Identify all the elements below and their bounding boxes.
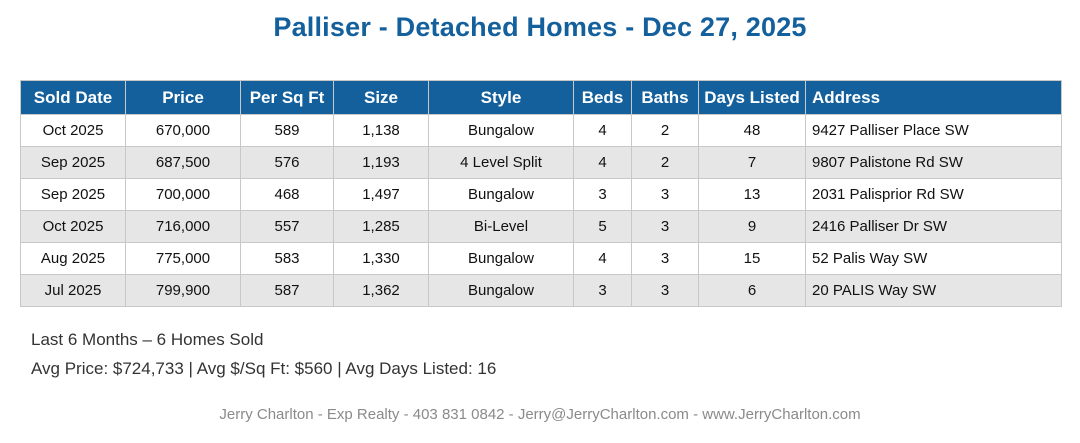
cell-address: 52 Palis Way SW — [805, 242, 1062, 275]
cell-days-listed: 48 — [698, 114, 806, 147]
col-header-style: Style — [428, 80, 574, 115]
table-row: Sep 2025 700,000 468 1,497 Bungalow 3 3 … — [20, 178, 1062, 211]
cell-baths: 3 — [631, 178, 699, 211]
col-header-address: Address — [805, 80, 1062, 115]
cell-days-listed: 15 — [698, 242, 806, 275]
cell-price: 799,900 — [125, 274, 241, 307]
table-row: Oct 2025 670,000 589 1,138 Bungalow 4 2 … — [20, 114, 1062, 147]
cell-per-sq-ft: 589 — [240, 114, 334, 147]
cell-beds: 5 — [573, 210, 632, 243]
cell-beds: 4 — [573, 114, 632, 147]
cell-baths: 3 — [631, 274, 699, 307]
summary-averages: Avg Price: $724,733 | Avg $/Sq Ft: $560 … — [31, 359, 497, 378]
cell-sold-date: Sep 2025 — [20, 146, 126, 179]
table-row: Aug 2025 775,000 583 1,330 Bungalow 4 3 … — [20, 242, 1062, 275]
cell-address: 20 PALIS Way SW — [805, 274, 1062, 307]
cell-style: 4 Level Split — [428, 146, 574, 179]
cell-sold-date: Oct 2025 — [20, 210, 126, 243]
cell-per-sq-ft: 587 — [240, 274, 334, 307]
summary-homes-sold: Last 6 Months – 6 Homes Sold — [31, 330, 264, 349]
table-header-row: Sold Date Price Per Sq Ft Size Style Bed… — [20, 80, 1062, 115]
cell-per-sq-ft: 468 — [240, 178, 334, 211]
cell-size: 1,285 — [333, 210, 429, 243]
table-row: Oct 2025 716,000 557 1,285 Bi-Level 5 3 … — [20, 210, 1062, 243]
table-row: Sep 2025 687,500 576 1,193 4 Level Split… — [20, 146, 1062, 179]
cell-style: Bi-Level — [428, 210, 574, 243]
cell-days-listed: 9 — [698, 210, 806, 243]
cell-days-listed: 13 — [698, 178, 806, 211]
cell-style: Bungalow — [428, 178, 574, 211]
col-header-sold-date: Sold Date — [20, 80, 126, 115]
col-header-per-sq-ft: Per Sq Ft — [240, 80, 334, 115]
cell-address: 9807 Palistone Rd SW — [805, 146, 1062, 179]
cell-baths: 3 — [631, 210, 699, 243]
footer-contact: Jerry Charlton - Exp Realty - 403 831 08… — [219, 406, 861, 423]
cell-price: 716,000 — [125, 210, 241, 243]
table-row: Jul 2025 799,900 587 1,362 Bungalow 3 3 … — [20, 274, 1062, 307]
cell-baths: 2 — [631, 114, 699, 147]
col-header-price: Price — [125, 80, 241, 115]
cell-address: 2031 Palisprior Rd SW — [805, 178, 1062, 211]
cell-sold-date: Sep 2025 — [20, 178, 126, 211]
cell-style: Bungalow — [428, 274, 574, 307]
cell-size: 1,193 — [333, 146, 429, 179]
cell-style: Bungalow — [428, 114, 574, 147]
cell-beds: 4 — [573, 146, 632, 179]
cell-size: 1,362 — [333, 274, 429, 307]
cell-address: 2416 Palliser Dr SW — [805, 210, 1062, 243]
cell-baths: 3 — [631, 242, 699, 275]
cell-per-sq-ft: 583 — [240, 242, 334, 275]
cell-price: 775,000 — [125, 242, 241, 275]
col-header-days-listed: Days Listed — [698, 80, 806, 115]
col-header-baths: Baths — [631, 80, 699, 115]
cell-baths: 2 — [631, 146, 699, 179]
cell-per-sq-ft: 576 — [240, 146, 334, 179]
cell-size: 1,497 — [333, 178, 429, 211]
cell-days-listed: 7 — [698, 146, 806, 179]
cell-days-listed: 6 — [698, 274, 806, 307]
cell-style: Bungalow — [428, 242, 574, 275]
cell-price: 700,000 — [125, 178, 241, 211]
cell-price: 670,000 — [125, 114, 241, 147]
cell-beds: 3 — [573, 274, 632, 307]
cell-per-sq-ft: 557 — [240, 210, 334, 243]
cell-sold-date: Jul 2025 — [20, 274, 126, 307]
page-title: Palliser - Detached Homes - Dec 27, 2025 — [273, 12, 807, 42]
col-header-size: Size — [333, 80, 429, 115]
col-header-beds: Beds — [573, 80, 632, 115]
sales-table: Sold Date Price Per Sq Ft Size Style Bed… — [20, 80, 1062, 307]
cell-sold-date: Aug 2025 — [20, 242, 126, 275]
cell-address: 9427 Palliser Place SW — [805, 114, 1062, 147]
cell-beds: 3 — [573, 178, 632, 211]
cell-size: 1,138 — [333, 114, 429, 147]
cell-price: 687,500 — [125, 146, 241, 179]
cell-sold-date: Oct 2025 — [20, 114, 126, 147]
cell-size: 1,330 — [333, 242, 429, 275]
cell-beds: 4 — [573, 242, 632, 275]
